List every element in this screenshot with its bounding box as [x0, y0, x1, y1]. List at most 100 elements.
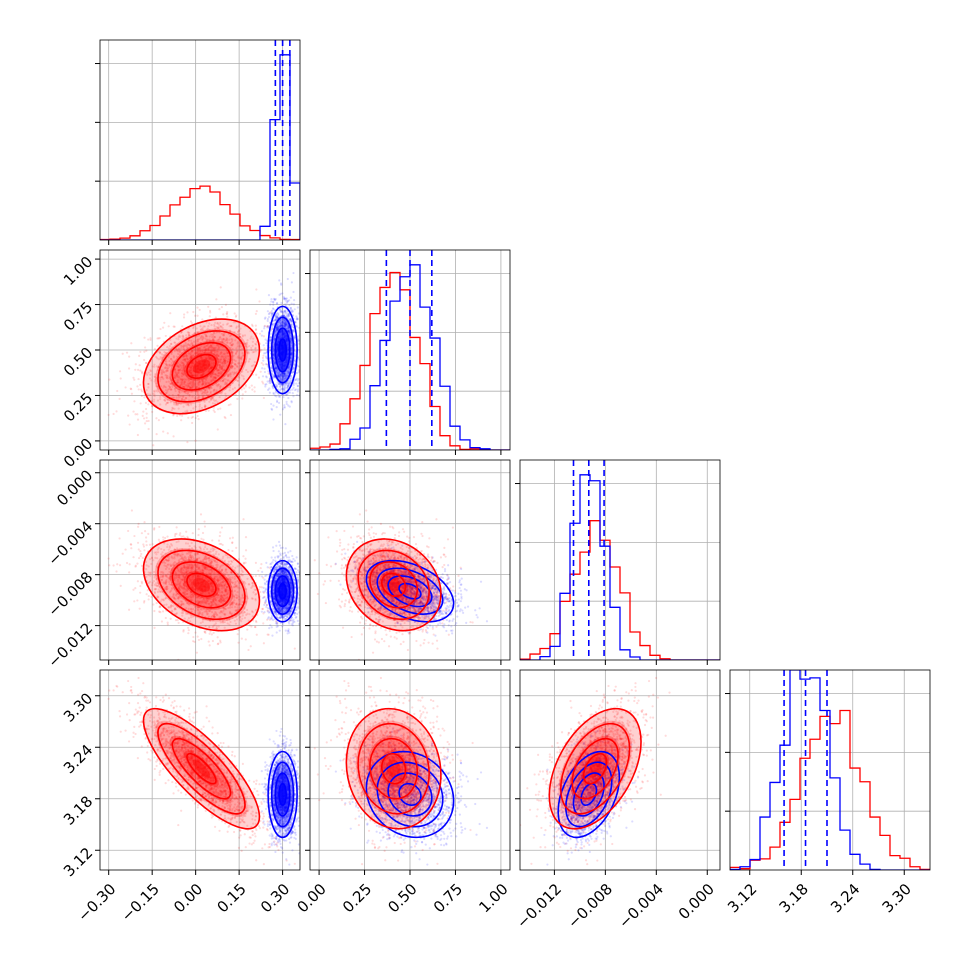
sample-point [223, 340, 226, 343]
sample-point [248, 386, 251, 389]
sample-point [175, 337, 178, 340]
sample-point [190, 390, 193, 393]
sample-point [178, 334, 181, 337]
sample-point [218, 358, 221, 361]
sample-point [189, 409, 193, 413]
sample-point [206, 394, 209, 397]
sample-point [159, 327, 162, 331]
sample-point [214, 351, 217, 354]
sample-point [230, 340, 234, 343]
sample-point [138, 354, 141, 357]
sample-point [209, 340, 212, 343]
sample-point [176, 403, 179, 406]
sample-point [293, 308, 296, 311]
sample-point [202, 377, 205, 380]
sample-point [147, 403, 150, 406]
sample-point [176, 375, 179, 379]
sample-point [263, 327, 266, 330]
sample-point [251, 324, 254, 328]
sample-point [156, 399, 160, 402]
sample-point [145, 412, 148, 415]
sample-point [201, 335, 205, 338]
sample-point [179, 378, 182, 381]
sample-point [244, 638, 247, 641]
sample-point [278, 395, 282, 398]
sample-point [269, 338, 272, 342]
sample-point [200, 356, 203, 359]
sample-point [289, 296, 292, 299]
sample-point [144, 346, 147, 349]
sample-point [167, 325, 170, 328]
sample-point [219, 359, 222, 362]
sample-point [191, 380, 194, 383]
sample-point [258, 300, 261, 303]
sample-point [139, 369, 142, 372]
sample-point [164, 403, 168, 406]
sample-point [173, 350, 176, 353]
sample-point [236, 356, 239, 359]
sample-point [204, 382, 207, 385]
sample-point [193, 355, 196, 358]
sample-point [300, 369, 302, 371]
sample-point [209, 375, 212, 379]
sample-point [189, 354, 192, 357]
sample-point [287, 396, 290, 400]
sample-point [169, 388, 172, 391]
sample-point [266, 310, 269, 313]
sample-point [201, 368, 204, 372]
sample-point [217, 339, 220, 342]
sample-point [182, 366, 185, 370]
sample-point [182, 358, 185, 362]
sample-point [200, 365, 204, 369]
sample-point [182, 358, 185, 361]
sample-point [232, 373, 235, 376]
sample-point [231, 371, 234, 374]
sample-point [272, 392, 275, 396]
sample-point [194, 631, 197, 634]
sample-point [220, 306, 224, 309]
sample-point [181, 385, 184, 388]
sample-point [190, 416, 193, 419]
sample-point [197, 533, 200, 537]
sample-point [159, 398, 162, 401]
sample-point [231, 347, 234, 351]
sample-point [112, 412, 115, 416]
sample-point [157, 358, 160, 361]
sample-point [159, 352, 162, 355]
sample-point [210, 397, 213, 400]
sample-point [290, 309, 294, 312]
sample-point [251, 344, 254, 347]
sample-point [209, 349, 212, 352]
sample-point [210, 366, 213, 369]
sample-point [296, 388, 300, 391]
sample-point [212, 358, 215, 362]
sample-point [289, 307, 292, 310]
sample-point [187, 331, 190, 334]
sample-point [189, 387, 192, 390]
sample-point [209, 392, 212, 395]
sample-point [207, 349, 210, 352]
sample-point [187, 379, 190, 382]
sample-point [274, 391, 277, 394]
sample-point [166, 369, 169, 372]
sample-point [254, 561, 257, 564]
sample-point [261, 367, 264, 370]
sample-point [178, 369, 181, 372]
sample-point [246, 341, 249, 344]
sample-point [197, 330, 200, 334]
sample-point [233, 358, 236, 362]
sample-point [248, 344, 251, 348]
sample-point [198, 405, 201, 408]
sample-point [195, 365, 198, 368]
sample-point [234, 351, 238, 355]
sample-point [229, 413, 233, 417]
sample-point [133, 378, 136, 381]
sample-point [279, 385, 282, 388]
sample-point [218, 336, 221, 339]
sample-point [177, 336, 180, 339]
sample-point [148, 377, 152, 380]
sample-point [206, 360, 209, 363]
sample-point [149, 373, 152, 376]
sample-point [143, 396, 146, 399]
sample-point [239, 348, 242, 352]
